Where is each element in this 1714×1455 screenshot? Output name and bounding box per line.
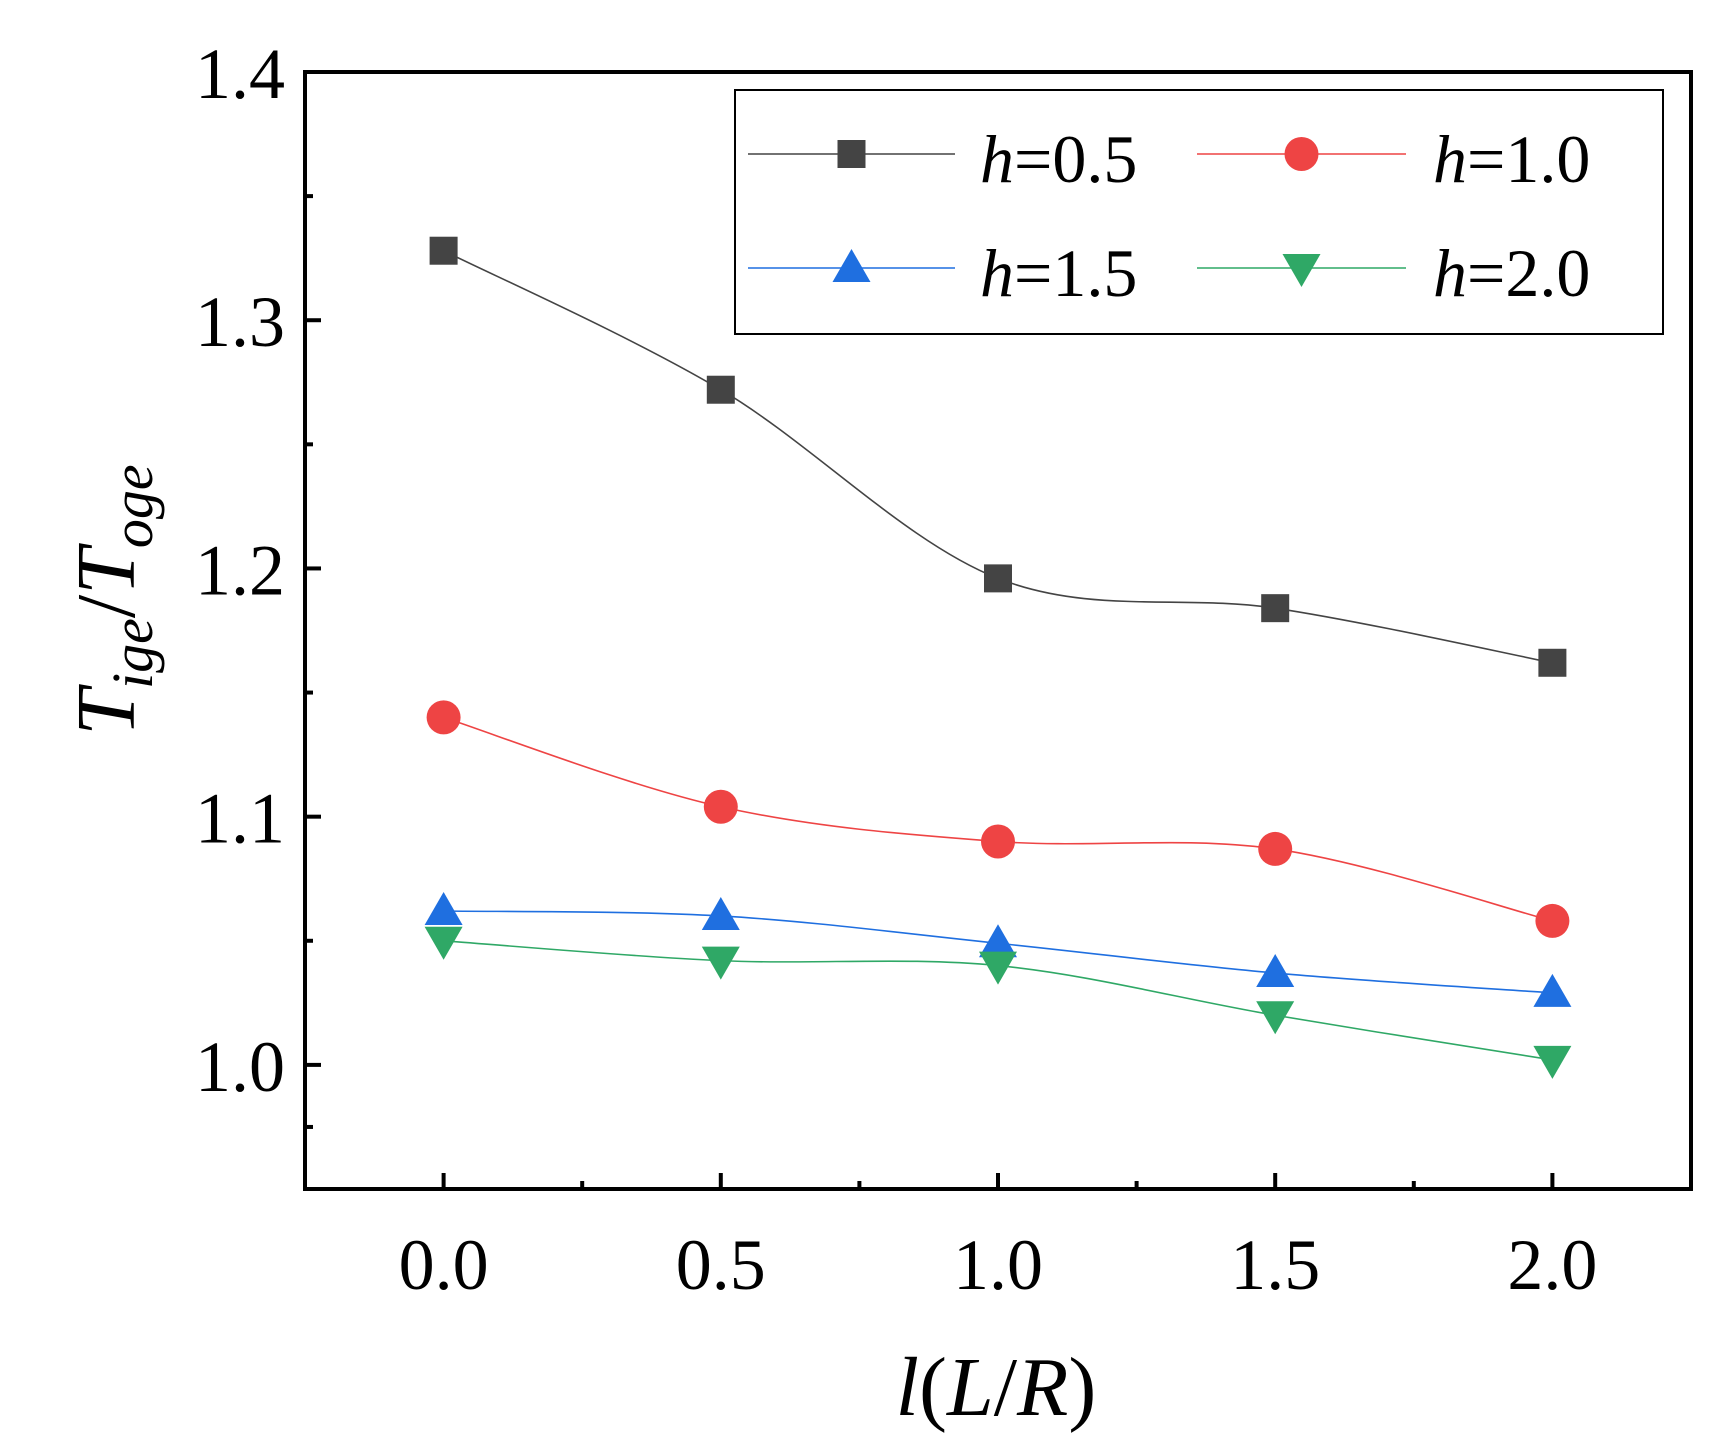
x-tick-label: 1.5 <box>1230 1225 1320 1305</box>
data-point-series-1 <box>1538 648 1567 677</box>
y-title-num: T <box>60 684 153 736</box>
legend-label: h=1.5 <box>980 235 1137 311</box>
x-tick-label: 2.0 <box>1507 1225 1597 1305</box>
data-point-series-3 <box>1256 954 1295 988</box>
legend-label: h=2.0 <box>1433 235 1590 311</box>
data-point-series-2 <box>1258 831 1293 866</box>
y-tick-label: 1.2 <box>195 530 285 610</box>
data-point-series-1 <box>429 236 458 265</box>
data-point-series-1 <box>984 564 1012 593</box>
data-point-series-4 <box>1533 1045 1572 1079</box>
legend-label: h=0.5 <box>980 121 1137 197</box>
data-point-series-2 <box>1535 903 1570 938</box>
data-point-series-2 <box>703 789 738 824</box>
data-point-series-2 <box>426 700 461 735</box>
x-tick-label: 1.0 <box>953 1225 1043 1305</box>
x-title-num: L <box>946 1341 994 1434</box>
y-title-slash: / <box>60 594 153 618</box>
legend-box <box>734 89 1664 335</box>
legend-label: h=1.0 <box>1433 121 1590 197</box>
data-point-series-3 <box>424 891 463 925</box>
y-tick-label: 1.1 <box>195 779 285 859</box>
legend-marker <box>832 249 871 282</box>
x-axis-title: l(L/R) <box>896 1341 1097 1434</box>
data-point-series-4 <box>979 951 1017 985</box>
y-title-num-sub: ige <box>100 618 165 689</box>
legend-marker <box>1284 137 1319 171</box>
series-line-2 <box>443 716 1553 922</box>
y-tick-label: 1.3 <box>195 282 285 362</box>
x-title-den: R <box>1016 1341 1068 1434</box>
x-title-var: l <box>896 1341 919 1434</box>
x-title-slash: / <box>994 1341 1018 1434</box>
data-point-series-1 <box>706 375 735 404</box>
legend-marker <box>837 140 866 168</box>
data-point-series-4 <box>1256 1001 1295 1035</box>
data-point-series-3 <box>979 924 1017 958</box>
y-title-den: T <box>60 543 153 595</box>
data-point-series-1 <box>1261 594 1290 623</box>
x-tick-label: 0.0 <box>399 1225 489 1305</box>
y-axis-title: Tige/Toge <box>60 464 165 735</box>
legend-marker <box>1282 254 1321 287</box>
x-title-paren-close: ) <box>1068 1341 1096 1434</box>
data-point-series-4 <box>424 926 463 960</box>
y-tick-label: 1.0 <box>195 1027 285 1107</box>
data-point-series-3 <box>1533 973 1572 1007</box>
data-point-series-4 <box>701 946 740 980</box>
y-tick-label: 1.4 <box>195 34 285 114</box>
data-point-series-2 <box>981 824 1015 859</box>
plot-frame <box>303 70 1693 1191</box>
x-title-paren-open: ( <box>919 1341 947 1434</box>
data-point-series-3 <box>701 896 740 930</box>
x-tick-label: 0.5 <box>676 1225 766 1305</box>
y-title-den-sub: oge <box>100 464 165 548</box>
